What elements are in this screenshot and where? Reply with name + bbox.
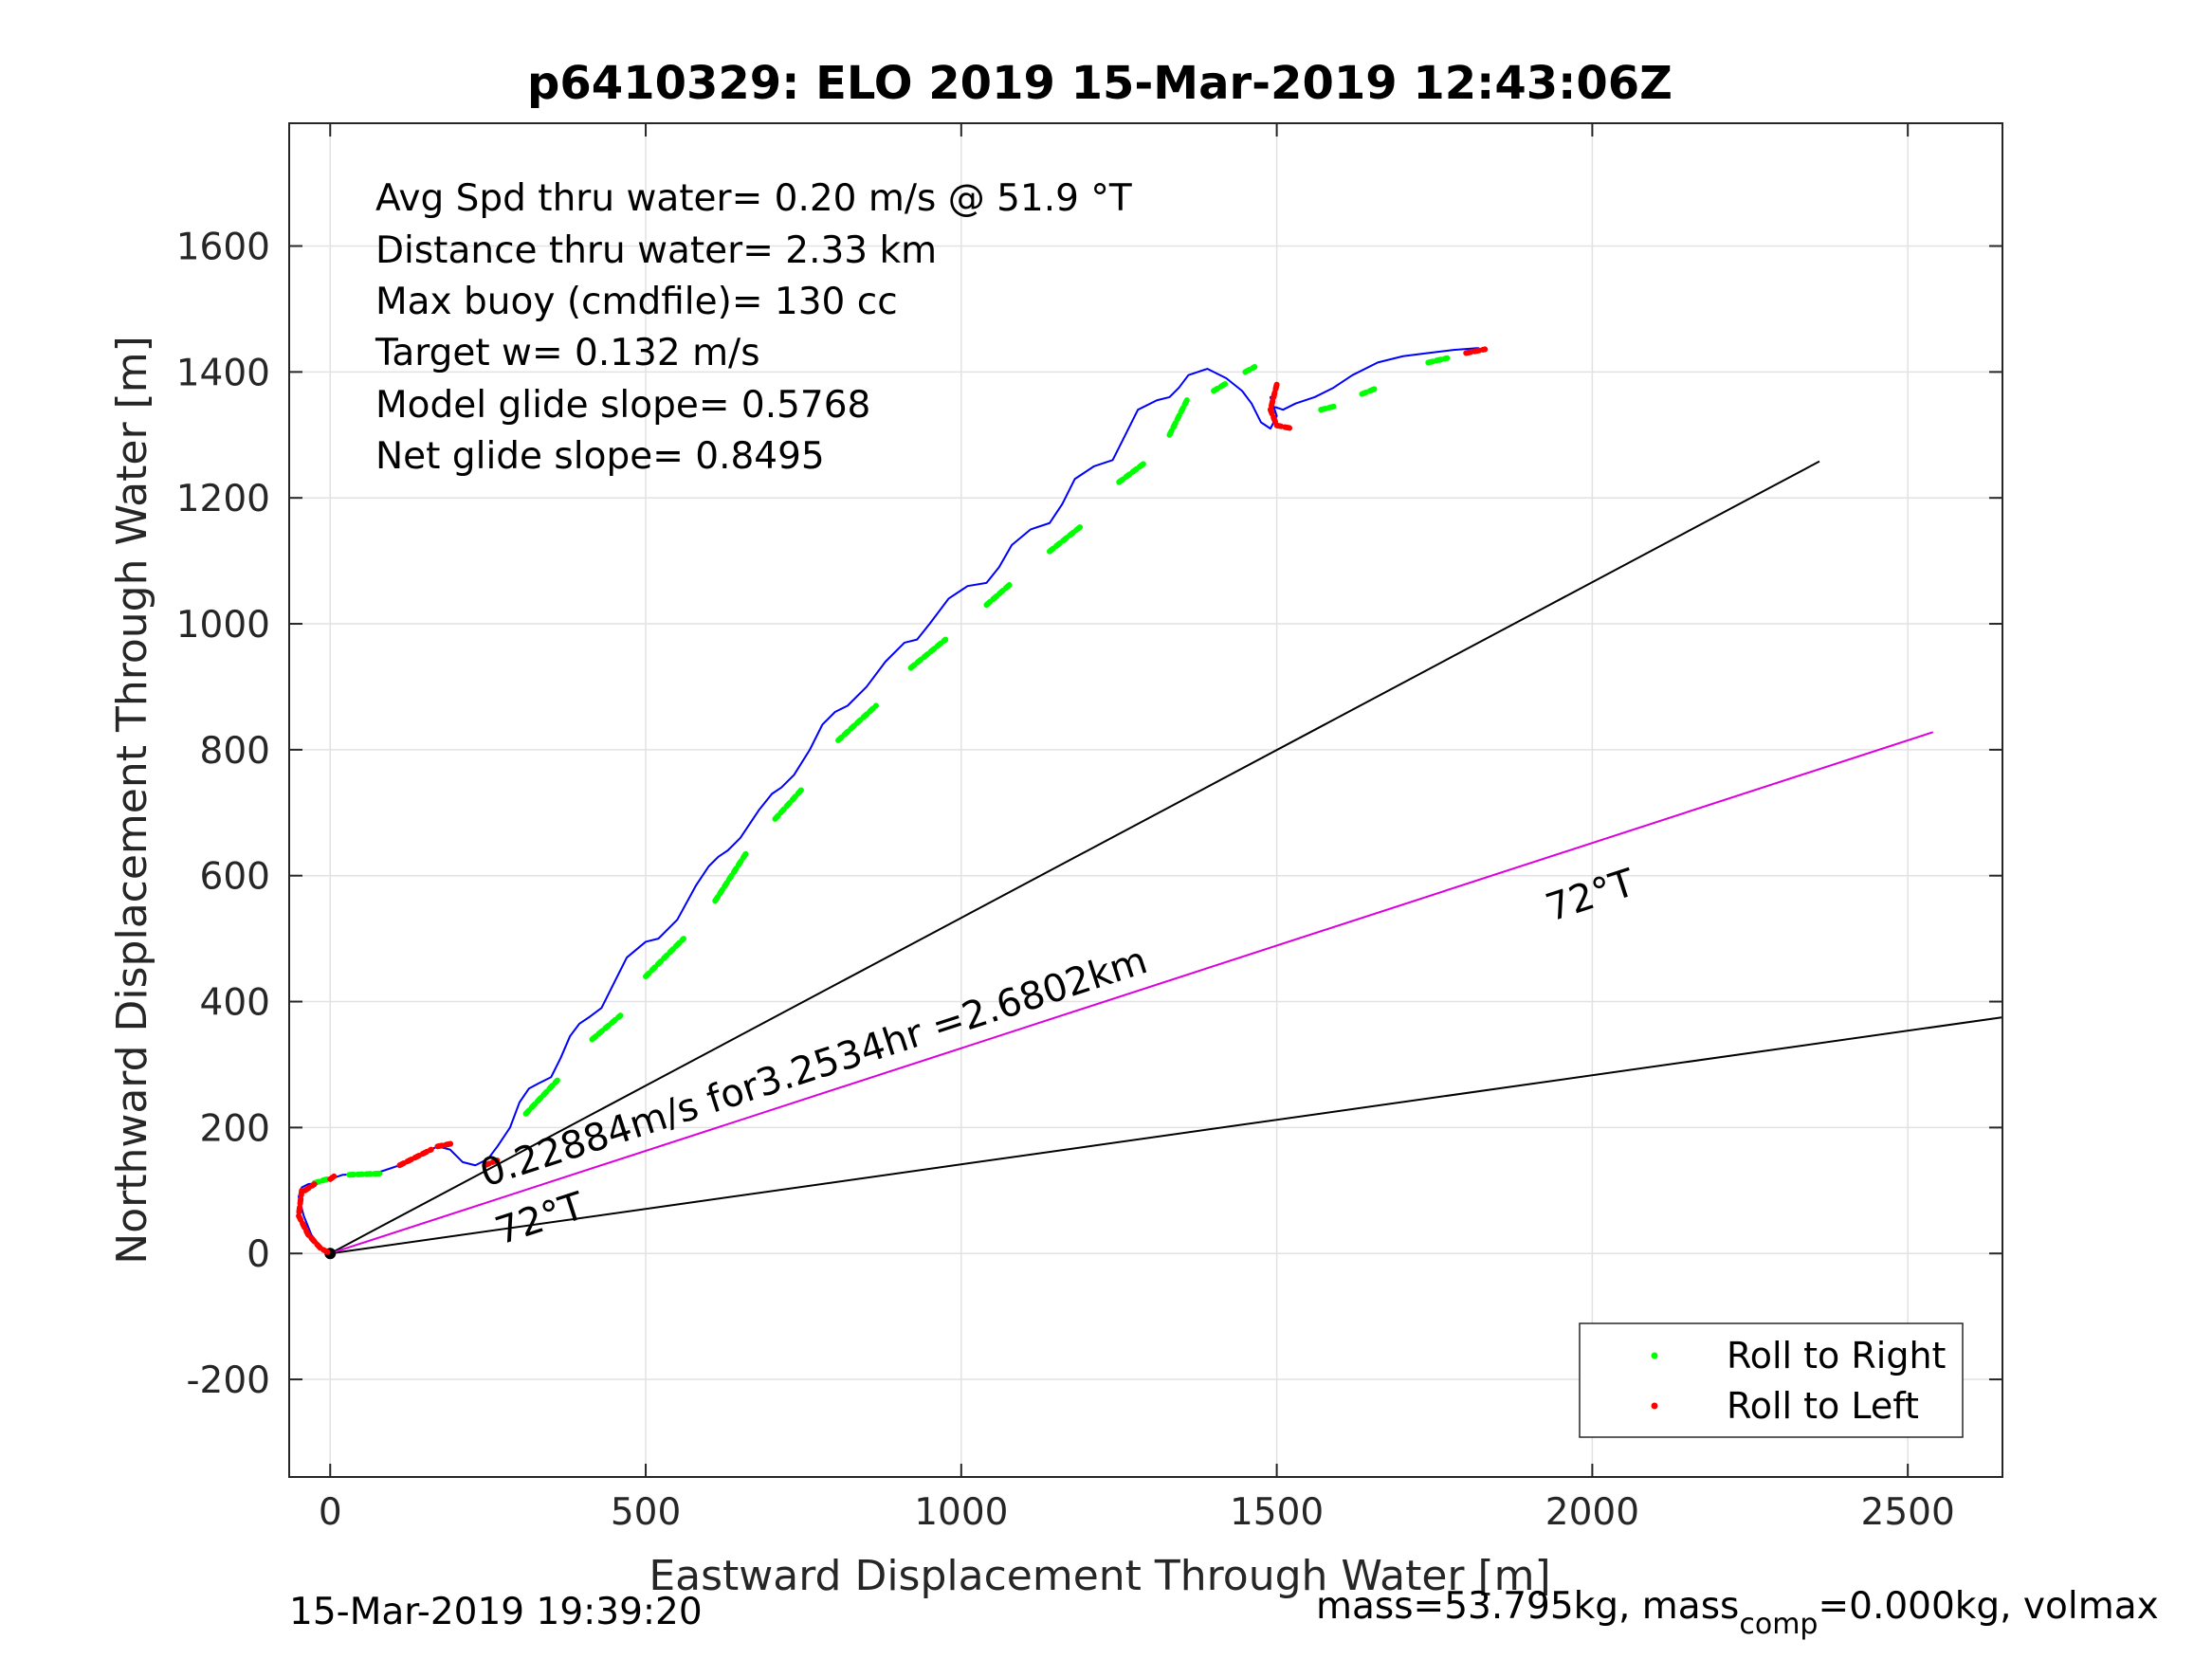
roll-right-segment xyxy=(772,784,807,822)
footer-timestamp: 15-Mar-2019 19:39:20 xyxy=(289,1591,703,1633)
x-tick-label: 1000 xyxy=(914,1491,1008,1534)
legend-marker-roll-left xyxy=(1651,1402,1658,1410)
stat-distance: Distance thru water= 2.33 km xyxy=(375,229,937,272)
legend-label-roll-left: Roll to Left xyxy=(1727,1385,1919,1427)
x-tick-label: 2000 xyxy=(1545,1491,1639,1534)
grid-lines xyxy=(289,123,2002,1477)
roll-left-segment xyxy=(327,1172,338,1182)
roll-right-segment xyxy=(1425,355,1451,366)
y-tick-label: 200 xyxy=(200,1107,270,1150)
roll-right-segment xyxy=(643,936,686,979)
heading-line-lower xyxy=(330,1016,2003,1255)
footer-mass-a: mass=53.795kg, mass xyxy=(1316,1585,1739,1628)
roll-right-segment xyxy=(1047,523,1085,555)
roll-right-segment xyxy=(1318,403,1337,413)
plot-area xyxy=(289,123,2002,1477)
y-tick-label: -200 xyxy=(186,1359,270,1402)
track-line xyxy=(297,347,1479,1255)
stat-avg-speed: Avg Spd thru water= 0.20 m/s @ 51.9 °T xyxy=(375,177,1132,220)
y-axis-label: Northward Displacement Through Water [m] xyxy=(108,336,156,1264)
roll-right-segment xyxy=(1116,460,1147,485)
x-axis-label: Eastward Displacement Through Water [m] xyxy=(649,1552,1550,1600)
roll-right-segment xyxy=(835,702,879,743)
y-tick-label: 1400 xyxy=(176,352,270,394)
y-tick-label: 1600 xyxy=(176,227,270,269)
stat-model-glide-slope: Model glide slope= 0.5768 xyxy=(375,384,870,427)
roll-markers xyxy=(295,346,1489,1257)
roll-right-segment xyxy=(983,579,1015,609)
x-tick-label: 0 xyxy=(319,1491,342,1534)
roll-left-segment xyxy=(482,1157,501,1169)
legend: Roll to Right Roll to Left xyxy=(1579,1322,1964,1438)
stat-target-w: Target w= 0.132 m/s xyxy=(375,332,760,374)
roll-left-segment xyxy=(295,1187,334,1257)
roll-right-segment xyxy=(1166,393,1192,438)
y-tick-label: 1200 xyxy=(176,478,270,520)
y-tick-label: 400 xyxy=(200,982,270,1025)
roll-right-segment xyxy=(522,1077,560,1117)
legend-marker-roll-right xyxy=(1651,1352,1658,1359)
heading-lines xyxy=(329,460,2003,1255)
roll-right-segment xyxy=(907,636,949,671)
footer-mass-info: mass=53.795kg, masscomp=0.000kg, volmax xyxy=(1316,1585,2159,1641)
roll-right-segment xyxy=(589,1012,624,1043)
roll-left-segment xyxy=(1463,346,1489,356)
roll-right-segment xyxy=(1359,384,1381,397)
x-tick-label: 1500 xyxy=(1230,1491,1324,1534)
legend-box xyxy=(1579,1322,1964,1438)
stat-max-buoy: Max buoy (cmdfile)= 130 cc xyxy=(375,281,898,323)
y-tick-label: 1000 xyxy=(176,604,270,647)
y-tick-label: 800 xyxy=(200,730,270,773)
stats-block: Avg Spd thru water= 0.20 m/s @ 51.9 °T D… xyxy=(375,177,1132,478)
y-tick-label: 0 xyxy=(247,1233,270,1276)
legend-label-roll-right: Roll to Right xyxy=(1727,1335,1946,1376)
chart-title: p6410329: ELO 2019 15-Mar-2019 12:43:06Z xyxy=(527,57,1673,110)
roll-right-segment xyxy=(1211,380,1230,394)
roll-right-segment xyxy=(1242,364,1258,375)
heading-line-upper xyxy=(329,460,1820,1255)
x-tick-label: 500 xyxy=(611,1491,681,1534)
plot-frame xyxy=(288,122,2003,1478)
footer-mass-b: =0.000kg, volmax xyxy=(1818,1585,2158,1628)
stat-net-glide-slope: Net glide slope= 0.8495 xyxy=(375,435,825,478)
y-tick-label: 600 xyxy=(200,856,270,899)
heading-line-magenta xyxy=(329,731,1934,1255)
roll-left-segment xyxy=(396,1146,434,1169)
roll-right-segment xyxy=(346,1170,384,1178)
axis-ticks: 0 500 1000 1500 2000 2500 -200 0 200 400 600 800 100… xyxy=(176,123,2002,1534)
roll-left-segment xyxy=(434,1139,457,1150)
roll-left-segment xyxy=(1267,381,1296,432)
roll-right-segment xyxy=(712,849,750,904)
roll-left-segment xyxy=(302,1181,318,1194)
footer-mass-sub: comp xyxy=(1739,1608,1818,1641)
x-tick-label: 2500 xyxy=(1861,1491,1955,1534)
